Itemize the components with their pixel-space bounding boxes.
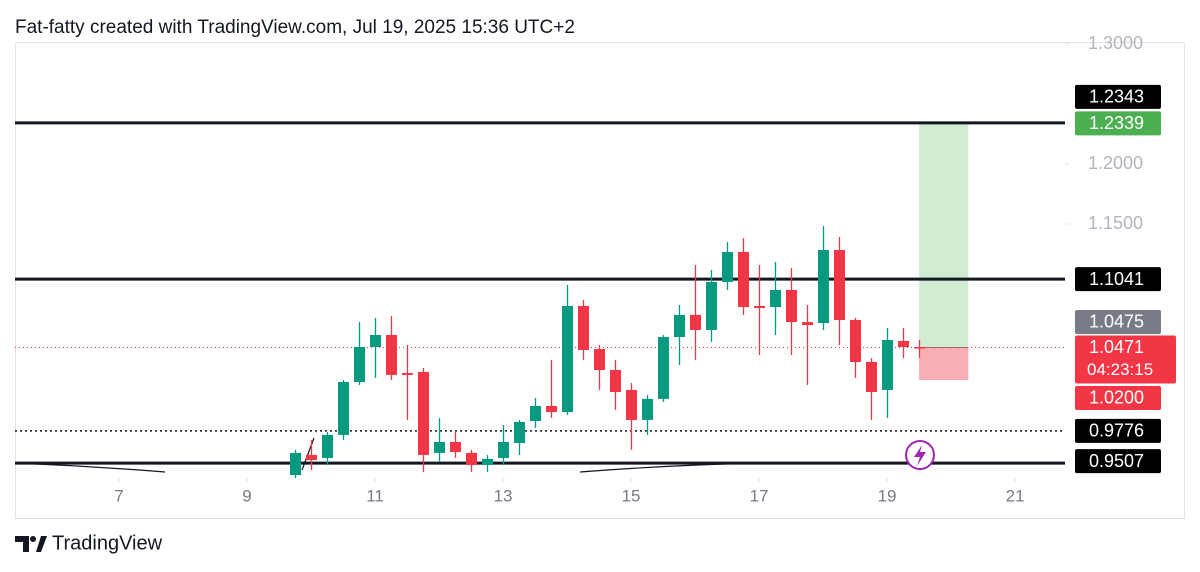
candle-body — [706, 281, 717, 330]
candle-body — [338, 382, 349, 435]
target-tag-box — [1075, 111, 1161, 136]
y-tick-label: 1.2000 — [1088, 153, 1143, 173]
candle-body — [898, 340, 909, 347]
candle-body — [290, 452, 301, 476]
candle-body — [818, 250, 829, 323]
alert-icon — [905, 440, 935, 470]
target-tag: 1.2339 — [1089, 113, 1144, 133]
candle-body — [354, 346, 365, 383]
x-tick-label: 17 — [750, 486, 769, 505]
candle-body — [738, 251, 749, 308]
candle-body — [642, 398, 653, 420]
last-price-box — [1075, 335, 1176, 384]
x-tick-label: 15 — [622, 486, 641, 505]
candle-body — [690, 314, 701, 330]
level-tag-box — [1075, 84, 1161, 109]
level-tag: 0.9776 — [1089, 421, 1144, 441]
level-tag-box — [1075, 449, 1161, 474]
candle-body — [498, 442, 509, 458]
x-tick-label: 13 — [494, 486, 513, 505]
position-profit-zone — [919, 123, 969, 348]
stop-tag: 1.0200 — [1089, 388, 1144, 408]
candle-body — [674, 314, 685, 338]
candle-body — [802, 322, 813, 326]
candle-body — [610, 370, 621, 392]
candle-body — [866, 361, 877, 392]
x-tick-label: 11 — [366, 486, 384, 505]
candle-body — [786, 289, 797, 323]
axes: 1.3000 1.2000 1.1500 7 9 11 13 15 17 19 21 1.2343 1.… — [114, 33, 1176, 505]
candle-body — [626, 389, 637, 420]
level-tag: 1.1041 — [1089, 269, 1144, 289]
candle-body — [914, 346, 925, 349]
candle-body — [306, 454, 317, 461]
candle-body — [322, 434, 333, 458]
footer-brand: TradingView — [52, 532, 163, 554]
prev-close-tag: 1.0475 — [1089, 312, 1144, 332]
candle-body — [722, 251, 733, 282]
countdown: 04:23:15 — [1087, 360, 1153, 379]
x-tick-label: 7 — [114, 486, 123, 505]
candle-body — [850, 319, 861, 362]
y-tick-label: 1.3000 — [1088, 33, 1143, 53]
candle-body — [658, 337, 669, 399]
candle-body — [834, 250, 845, 320]
candle-body — [770, 289, 781, 308]
last-price-tag: 1.0471 — [1089, 337, 1144, 357]
candle-body — [466, 452, 477, 465]
level-tag: 0.9507 — [1089, 451, 1144, 471]
level-tag: 1.2343 — [1089, 87, 1144, 107]
candle-body — [594, 349, 605, 371]
candle-body — [482, 458, 493, 465]
candle-body — [530, 406, 541, 422]
prev-close-tag-box — [1075, 309, 1161, 334]
candle-body — [386, 334, 397, 375]
level-tag-box — [1075, 267, 1161, 292]
candle-body — [370, 334, 381, 347]
plot-area — [15, 121, 1065, 478]
x-tick-label: 9 — [242, 486, 251, 505]
candle-body — [450, 442, 461, 452]
candle-body — [434, 442, 445, 453]
header-title: Fat-fatty created with TradingView.com, … — [15, 17, 575, 38]
candle-body — [882, 340, 893, 390]
position-loss-zone — [919, 347, 969, 380]
candle-body — [578, 305, 589, 350]
x-tick-label: 21 — [1006, 486, 1025, 505]
stop-tag-box — [1075, 385, 1161, 410]
level-tag-box — [1075, 418, 1161, 443]
x-tick-label: 19 — [878, 486, 897, 505]
footer-logo — [15, 536, 47, 552]
candle-body — [546, 406, 557, 413]
candle-body — [514, 421, 525, 443]
candle-body — [402, 373, 413, 375]
candle-body — [562, 305, 573, 413]
y-tick-label: 1.1500 — [1088, 213, 1143, 233]
candle-body — [418, 371, 429, 455]
candle-body — [754, 305, 765, 308]
